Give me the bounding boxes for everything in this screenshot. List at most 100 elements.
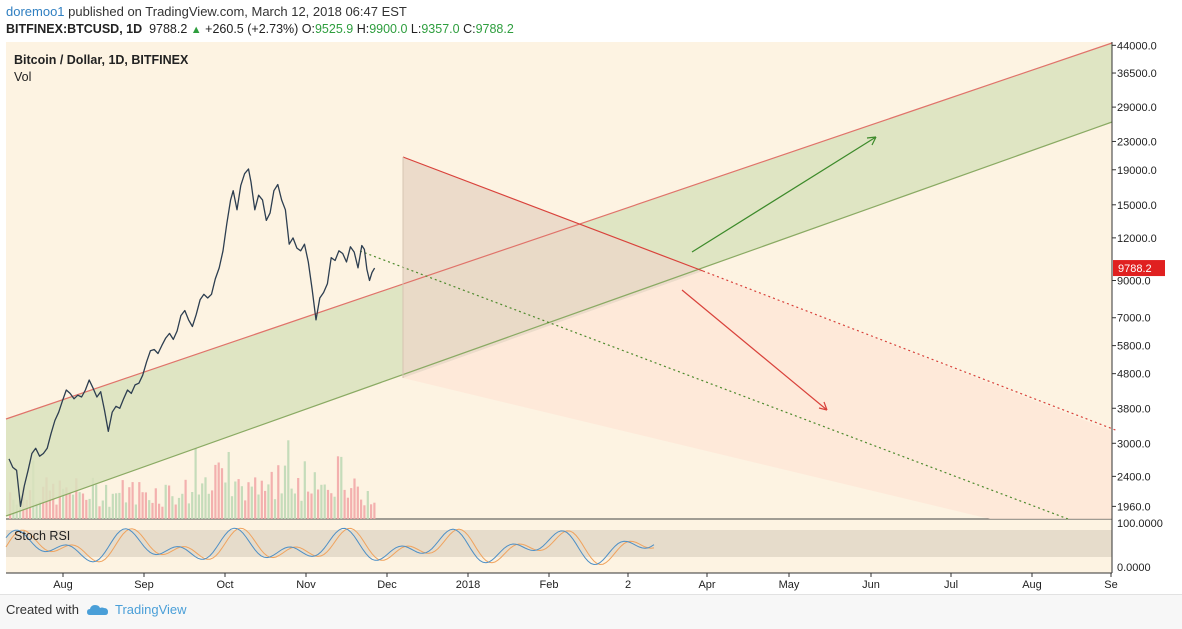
- volume-bar: [58, 480, 61, 519]
- volume-bar: [131, 482, 134, 519]
- volume-bar: [264, 490, 267, 519]
- y-tick-label: 1960.0: [1117, 501, 1151, 513]
- volume-bar: [300, 500, 303, 519]
- x-tick-label: 2: [625, 579, 631, 591]
- volume-bar: [230, 496, 234, 519]
- volume-bar: [108, 506, 111, 519]
- volume-bar: [62, 488, 65, 519]
- volume-bar: [177, 497, 181, 519]
- volume-bar: [227, 452, 230, 519]
- y-tick-label: 4800.0: [1117, 369, 1151, 381]
- volume-bar: [353, 478, 356, 519]
- bearish-arrow-head: [818, 401, 828, 411]
- volume-bar: [237, 479, 240, 519]
- volume-bar: [171, 496, 174, 519]
- x-tick-label: Jul: [944, 579, 958, 591]
- volume-bar: [154, 488, 157, 519]
- volume-bar: [336, 456, 340, 519]
- volume-bar: [128, 487, 131, 519]
- tradingview-link[interactable]: TradingView: [114, 602, 187, 617]
- author-link[interactable]: doremoo1: [6, 4, 65, 19]
- volume-bar: [320, 484, 323, 519]
- rsi-tick-label: 100.0000: [1117, 518, 1163, 530]
- open-value: 9525.9: [314, 22, 354, 36]
- volume-bar: [65, 487, 68, 519]
- volume-bar: [260, 480, 263, 519]
- volume-bar: [307, 491, 310, 519]
- volume-bar: [68, 493, 71, 519]
- triangle-upper-line: [402, 156, 704, 272]
- y-tick-label: 3800.0: [1117, 403, 1151, 415]
- y-tick-label: 9000.0: [1117, 276, 1151, 288]
- x-tick-label: Jun: [862, 579, 880, 591]
- volume-bar: [283, 465, 287, 519]
- volume-bar: [105, 484, 108, 519]
- footer: Created with TradingView: [6, 602, 187, 617]
- volume-bar: [317, 489, 320, 519]
- volume-bar: [91, 477, 94, 519]
- x-tick-label: Nov: [296, 579, 316, 591]
- volume-bar: [158, 503, 161, 519]
- open-label: O:: [301, 22, 315, 36]
- y-tick-label: 2400.0: [1117, 471, 1151, 483]
- y-tick-label: 44000.0: [1117, 40, 1157, 52]
- volume-bar: [250, 486, 253, 519]
- triangle-fill: [403, 157, 703, 378]
- volume-bar: [38, 501, 41, 519]
- volume-bar: [201, 483, 204, 519]
- stoch-rsi-d-line: [5, 527, 655, 566]
- volume-bar: [194, 448, 197, 519]
- volume-bar: [115, 493, 118, 519]
- volume-bar: [273, 499, 277, 519]
- projection-fill: [403, 271, 1112, 519]
- x-tick-label: May: [779, 579, 800, 591]
- volume-bar: [204, 477, 207, 519]
- volume-bar: [270, 471, 273, 519]
- volume-bar: [197, 494, 200, 519]
- volume-bar: [340, 456, 343, 519]
- volume-bar: [370, 504, 373, 519]
- bullish-arrow: [691, 136, 877, 253]
- volume-bar: [141, 492, 144, 519]
- volume-bar: [25, 499, 28, 519]
- volume-bar: [151, 502, 154, 519]
- ohlc-bar: BITFINEX:BTCUSD, 1D 9788.2 ▲ +260.5 (+2.…: [6, 22, 514, 36]
- volume-bar: [55, 504, 58, 519]
- tradingview-logo-icon: [86, 604, 108, 615]
- volume-bar: [144, 492, 147, 519]
- volume-bar: [297, 478, 300, 519]
- x-tick-label: 2018: [456, 579, 480, 591]
- volume-bar: [95, 484, 98, 519]
- y-tick-label: 15000.0: [1117, 200, 1157, 212]
- x-tick-label: Feb: [540, 579, 559, 591]
- high-value: 9900.0: [369, 22, 408, 36]
- volume-bar: [360, 499, 363, 519]
- volume-bar: [211, 490, 214, 519]
- volume-bar: [134, 504, 137, 519]
- bullish-arrow-head: [866, 136, 877, 146]
- bearish-arrow: [681, 289, 828, 411]
- volume-bar: [48, 490, 51, 519]
- volume-bar: [184, 479, 187, 519]
- volume-bar: [75, 478, 78, 519]
- volume-bar: [343, 489, 346, 519]
- stoch-rsi-label: Stoch RSI: [14, 529, 70, 543]
- volume-bar: [293, 493, 296, 519]
- volume-bar: [98, 506, 101, 519]
- price-change: +260.5 (+2.73%): [205, 22, 299, 36]
- low-value: 9357.0: [421, 22, 460, 36]
- volume-bar: [101, 500, 104, 519]
- volume-bar: [161, 506, 164, 519]
- upper-channel-line: [5, 42, 1113, 420]
- volume-bar: [78, 492, 81, 519]
- volume-bar: [148, 500, 151, 519]
- last-price: 9788.2: [149, 22, 188, 36]
- volume-bar: [363, 505, 366, 519]
- created-with-text: Created with: [6, 602, 79, 617]
- volume-bar: [138, 482, 141, 519]
- vol-label: Vol: [14, 70, 31, 84]
- y-tick-label: 3000.0: [1117, 438, 1151, 450]
- volume-bar: [35, 503, 38, 519]
- price-chart[interactable]: Stoch RSI 44000.036500.029000.023000.019…: [0, 40, 1182, 594]
- volume-bar: [168, 485, 171, 519]
